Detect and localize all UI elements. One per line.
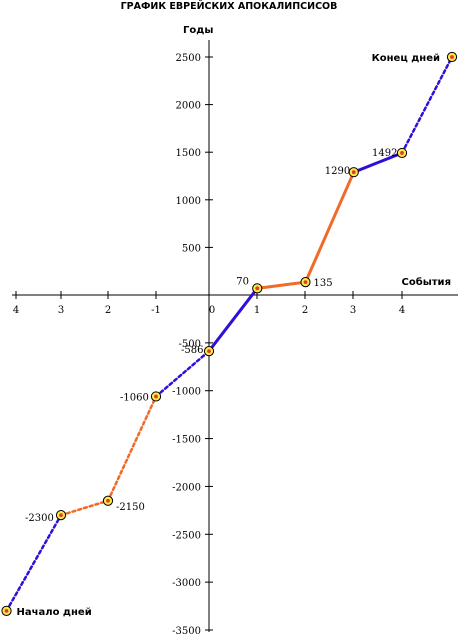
y-tick-label: -1000 [172, 387, 201, 398]
series-segment [352, 151, 404, 174]
data-label: 70 [236, 276, 249, 287]
y-tick-label: -1500 [172, 435, 201, 446]
data-point-center [106, 498, 110, 503]
series-segment [5, 513, 63, 613]
data-label: -2300 [25, 513, 54, 524]
y-tick-label: -3000 [172, 578, 201, 589]
x-ticks: 4 3 2 -1 0 1 2 3 4 [13, 291, 405, 316]
y-tick-label: 2000 [176, 101, 201, 112]
data-point-center [59, 513, 63, 518]
series-segment [304, 170, 356, 284]
data-point-center [255, 286, 260, 291]
data-point-center [4, 608, 9, 613]
x-tick-label: 3 [350, 305, 356, 316]
x-tick-label: 2 [302, 305, 308, 316]
x-tick-label: 4 [13, 305, 19, 316]
chart-title: ГРАФИК ЕВРЕЙСКИХ АПОКАЛИПСИСОВ [121, 0, 338, 12]
data-point-center [400, 151, 404, 155]
data-label: 1290 [325, 166, 350, 177]
axes [12, 40, 458, 632]
data-label: -586 [181, 345, 203, 356]
series-segment [154, 349, 211, 398]
data-point-center [450, 55, 454, 59]
x-tick-label: -1 [151, 305, 161, 316]
y-ticks: 2500 2000 1500 1000 500 -500 -1000 -1500 -2000 -2… [172, 53, 213, 637]
series-segment [255, 280, 307, 290]
annotations: Начало дней Конец дней [17, 53, 440, 618]
data-label: 135 [314, 278, 333, 289]
x-tick-label: 4 [399, 305, 405, 316]
y-axis-title: Годы [183, 25, 213, 36]
data-label: -1060 [120, 392, 149, 403]
y-tick-label: 1000 [176, 196, 201, 207]
y-tick-label: -2000 [172, 482, 201, 493]
y-tick-label: -3500 [172, 626, 201, 637]
y-tick-label: 2500 [176, 53, 201, 64]
x-tick-label: 0 [209, 305, 215, 316]
y-tick-label: 500 [182, 243, 201, 254]
y-tick-label: 1500 [176, 148, 201, 159]
annotation-label: Начало дней [17, 607, 92, 618]
x-tick-label: 1 [254, 305, 260, 316]
data-label: 1492 [372, 148, 397, 159]
point-labels: -2300 -2150 -1060 -586 70 135 1290 1492 [25, 148, 397, 524]
series-segment [59, 499, 110, 517]
series-segment [207, 286, 259, 353]
y-tick-label: -2500 [172, 530, 201, 541]
series-segment [400, 55, 454, 155]
data-point-center [351, 170, 356, 175]
data-label: -2150 [116, 502, 145, 513]
x-tick-label: 3 [58, 305, 64, 316]
series-markers [1, 51, 458, 616]
series-segments [5, 55, 454, 613]
y-tick-label: -500 [179, 339, 201, 350]
x-axis-title: События [402, 276, 451, 288]
data-point-center [207, 349, 211, 353]
annotation-label: Конец дней [372, 53, 440, 64]
series-segment [106, 395, 158, 503]
data-point-center [303, 280, 308, 285]
data-point-center [154, 394, 158, 399]
x-tick-label: 2 [105, 305, 111, 316]
